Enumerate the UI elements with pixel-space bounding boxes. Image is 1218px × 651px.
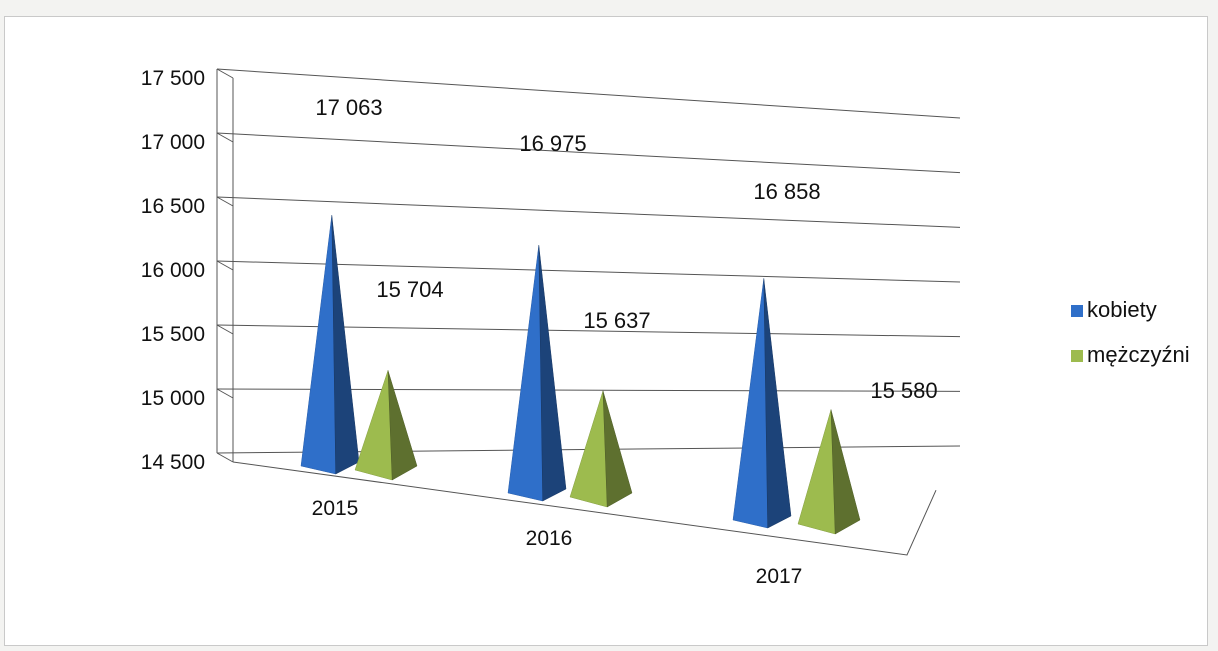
data-label: 16 975: [519, 131, 586, 156]
side-gridline: [216, 68, 234, 79]
axes: [216, 69, 937, 556]
legend-label: mężczyźni: [1087, 342, 1190, 367]
pyramid-kobiety-side: [763, 278, 792, 529]
data-pyramids: [300, 215, 861, 535]
data-label: 17 063: [315, 95, 382, 120]
gridline: [216, 196, 961, 228]
y-tick-label: 16 500: [141, 195, 205, 218]
side-gridline: [216, 260, 234, 271]
gridline: [216, 68, 961, 119]
side-gridline: [216, 132, 234, 143]
y-tick-label: 17 500: [141, 67, 205, 90]
legend: kobiety mężczyźni: [1071, 297, 1190, 367]
data-label: 15 580: [870, 378, 937, 403]
pyramid-mezczyzni-side: [387, 370, 418, 481]
x-category-label: 2015: [312, 497, 359, 520]
data-label: 15 637: [583, 308, 650, 333]
pyramid-kobiety-front: [732, 278, 768, 529]
x-category-label: 2017: [756, 565, 803, 588]
x-axis-categories: 2015 2016 2017: [312, 497, 803, 588]
y-tick-label: 15 500: [141, 323, 205, 346]
legend-swatch: [1071, 350, 1083, 362]
y-axis-ticks: 14 500 15 000 15 500 16 000 16 500 17 000 17 5…: [141, 67, 205, 474]
pyramid-mezczyzni-front: [569, 390, 608, 508]
y-tick-label: 15 000: [141, 387, 205, 410]
side-gridline: [216, 452, 234, 463]
data-labels: 17 063 15 704 16 975 15 637 16 858 15 580: [315, 95, 937, 403]
pyramid-mezczyzni-side: [602, 390, 633, 508]
floor-edge: [232, 461, 937, 556]
data-label: 16 858: [753, 179, 820, 204]
y-tick-label: 14 500: [141, 451, 205, 474]
pyramid-kobiety-front: [300, 215, 336, 475]
pyramid-mezczyzni-front: [797, 409, 836, 535]
side-gridline: [216, 324, 234, 335]
gridline: [216, 132, 961, 174]
pyramid-kobiety-side: [538, 245, 567, 502]
side-gridline: [216, 388, 234, 399]
chart-frame: 14 500 15 000 15 500 16 000 16 500 17 000 17 5…: [4, 16, 1208, 646]
data-label: 15 704: [376, 277, 443, 302]
x-category-label: 2016: [526, 527, 573, 550]
y-tick-label: 16 000: [141, 259, 205, 282]
pyramid-kobiety-side: [331, 215, 360, 475]
legend-swatch: [1071, 305, 1083, 317]
y-tick-label: 17 000: [141, 131, 205, 154]
gridline: [216, 260, 961, 283]
pyramid-mezczyzni-front: [354, 370, 393, 481]
side-gridline: [216, 196, 234, 207]
pyramid-mezczyzni-side: [830, 409, 861, 535]
pyramid-chart: 14 500 15 000 15 500 16 000 16 500 17 000 17 5…: [141, 67, 1190, 588]
legend-label: kobiety: [1087, 297, 1157, 322]
pyramid-kobiety-front: [507, 245, 543, 502]
